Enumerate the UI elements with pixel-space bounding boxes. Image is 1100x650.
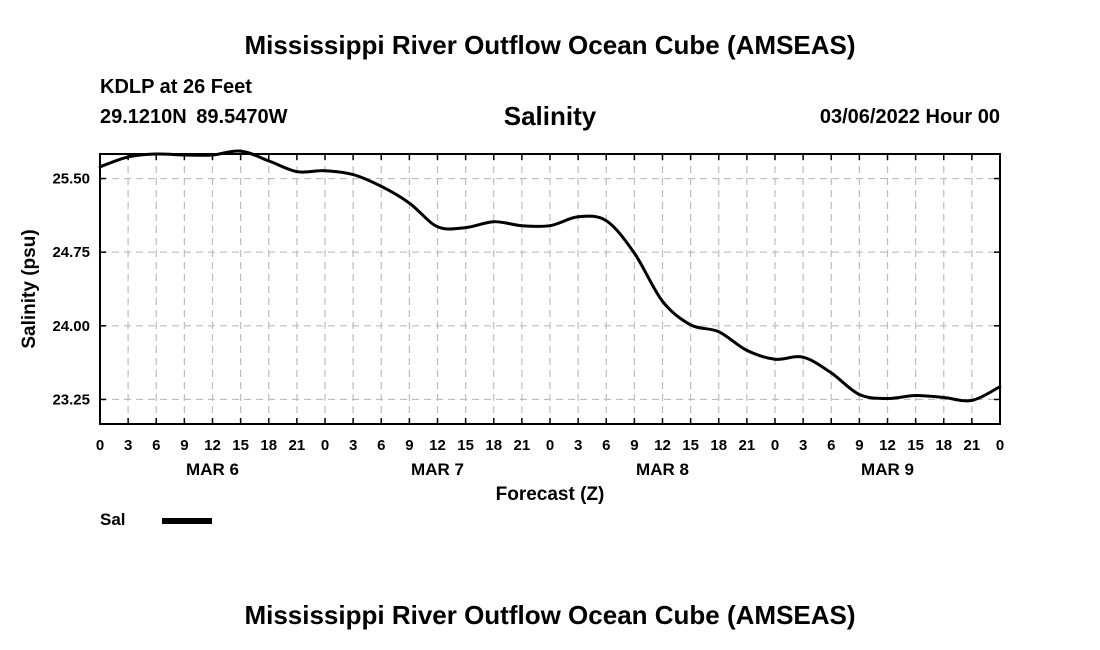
main-title: Mississippi River Outflow Ocean Cube (AM… [244, 30, 856, 60]
chart-title: Salinity [503, 101, 597, 131]
data-point [464, 226, 468, 230]
y-tick-label: 24.75 [52, 244, 90, 261]
x-tick-label: 0 [996, 437, 1004, 454]
x-tick-label: 3 [799, 437, 807, 454]
x-tick-label: 15 [682, 437, 699, 454]
x-tick-label: 18 [260, 437, 277, 454]
x-tick-label: 6 [827, 437, 835, 454]
data-point [857, 393, 861, 396]
data-point [773, 357, 777, 361]
x-tick-label: 21 [739, 437, 756, 454]
data-point [436, 225, 439, 229]
x-tick-label: 21 [514, 437, 531, 454]
x-day-label: MAR 9 [861, 460, 914, 479]
data-point [886, 397, 889, 400]
data-point [98, 165, 102, 169]
x-tick-label: 3 [124, 437, 132, 454]
data-point [661, 299, 664, 303]
x-tick-label: 21 [964, 437, 981, 454]
x-tick-label: 15 [232, 437, 249, 454]
data-point [717, 330, 721, 334]
data-point [182, 153, 186, 157]
data-point [239, 149, 243, 153]
x-tick-label: 15 [457, 437, 474, 454]
data-point [323, 169, 327, 173]
x-tick-label: 18 [710, 437, 727, 454]
x-tick-label: 9 [855, 437, 863, 454]
data-point [914, 394, 918, 397]
data-point [632, 251, 636, 255]
x-tick-label: 12 [654, 437, 671, 454]
coordinates-label: 29.1210N 89.5470W [100, 106, 288, 128]
data-point [154, 152, 158, 156]
y-tick-label: 23.25 [52, 391, 90, 408]
x-tick-label: 9 [180, 437, 188, 454]
x-tick-label: 12 [204, 437, 221, 454]
y-axis-label: Salinity (psu) [19, 229, 40, 348]
data-point [520, 224, 524, 228]
x-tick-label: 18 [935, 437, 952, 454]
x-tick-label: 6 [377, 437, 385, 454]
x-tick-label: 21 [289, 437, 306, 454]
x-tick-label: 9 [630, 437, 638, 454]
data-point [829, 371, 833, 375]
data-point [492, 220, 496, 224]
data-point [126, 155, 130, 159]
grid-layer [100, 154, 1000, 424]
data-point [689, 323, 693, 327]
footer-title: Mississippi River Outflow Ocean Cube (AM… [244, 600, 856, 630]
data-point [998, 385, 1002, 389]
data-point [801, 355, 805, 359]
data-point [604, 219, 608, 223]
data-point [211, 153, 214, 157]
data-point [267, 159, 271, 163]
x-tick-label: 12 [429, 437, 446, 454]
data-point [745, 348, 749, 352]
y-tick-label: 24.00 [52, 318, 90, 335]
x-tick-label: 0 [546, 437, 554, 454]
data-point [407, 201, 411, 205]
x-day-label: MAR 7 [411, 460, 464, 479]
data-point [576, 215, 580, 219]
tick-layer: 0 3 6 9 12 15 18 21 0 3 6 9 12 15 18 21 0 3 6 9 12 15 18 21 0 3 6 9… [52, 154, 1004, 479]
x-tick-label: 6 [152, 437, 160, 454]
data-point [970, 399, 974, 402]
x-tick-label: 0 [96, 437, 104, 454]
station-label: KDLP at 26 Feet [100, 76, 252, 98]
x-tick-label: 15 [907, 437, 924, 454]
x-tick-label: 3 [574, 437, 582, 454]
data-point [942, 396, 946, 399]
issue-time-label: 03/06/2022 Hour 00 [819, 106, 1000, 128]
series-layer [98, 149, 1002, 403]
legend-label: Sal [100, 510, 126, 529]
x-tick-label: 9 [405, 437, 413, 454]
x-day-label: MAR 6 [186, 460, 239, 479]
data-point [351, 173, 355, 177]
legend-swatch [162, 518, 212, 524]
x-tick-label: 3 [349, 437, 357, 454]
data-point [548, 224, 552, 228]
x-tick-label: 12 [879, 437, 896, 454]
y-tick-label: 25.50 [52, 171, 90, 188]
x-axis-label: Forecast (Z) [496, 484, 605, 505]
data-point [295, 170, 299, 174]
x-tick-label: 18 [485, 437, 502, 454]
x-day-label: MAR 8 [636, 460, 689, 479]
x-tick-label: 0 [321, 437, 329, 454]
x-tick-label: 0 [771, 437, 779, 454]
x-tick-label: 6 [602, 437, 610, 454]
data-point [379, 185, 383, 188]
